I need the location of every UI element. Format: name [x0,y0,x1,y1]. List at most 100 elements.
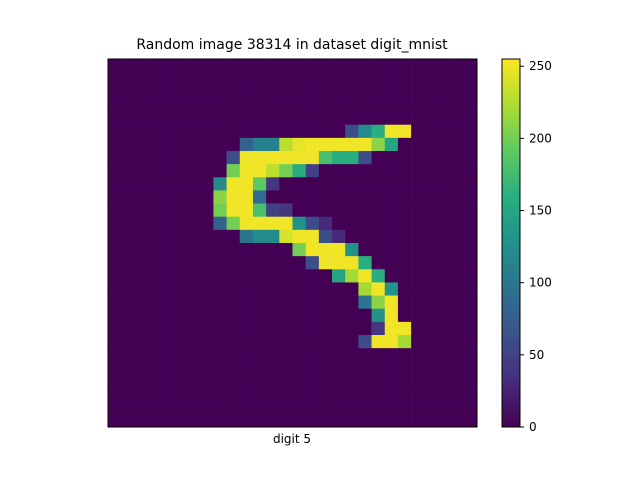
heatmap-cell [345,137,359,152]
heatmap-cell [226,59,241,73]
heatmap-cell [424,59,438,73]
heatmap-cell [358,111,372,126]
heatmap-cell [371,413,386,428]
heatmap-cell [424,85,438,99]
heatmap-cell [226,387,241,402]
heatmap-cell [239,361,254,375]
heatmap-cell [437,203,451,218]
heatmap-cell [160,72,175,86]
heatmap-cell [371,177,386,191]
heatmap-cell [134,137,148,152]
heatmap-cell [424,387,438,402]
heatmap-cell [332,282,346,296]
heatmap-cell [292,308,306,323]
heatmap-cell [200,308,214,323]
heatmap-cell [397,269,412,283]
heatmap-cell [305,413,320,428]
heatmap-cell [134,111,148,126]
heatmap-cell [332,216,346,231]
heatmap-cell [266,321,280,336]
heatmap-cell [463,85,478,99]
heatmap-cell [187,256,201,270]
heatmap-cell [358,413,372,428]
heatmap-cell [279,85,293,99]
heatmap-cell [463,348,478,362]
heatmap-cell [200,321,214,336]
heatmap-cell [239,348,254,362]
heatmap-cell [173,308,188,323]
heatmap-cell [463,164,478,178]
heatmap-cell [187,348,201,362]
heatmap-cell [226,164,241,178]
heatmap-cell [226,216,241,231]
heatmap-cell [292,295,306,310]
heatmap-cell [252,295,267,310]
heatmap-cell [279,151,293,165]
heatmap-cell [450,361,465,375]
heatmap-cell [134,98,148,112]
heatmap-cell [266,137,280,152]
heatmap-cell [134,216,148,231]
heatmap-cell [239,243,254,257]
heatmap-cell [239,111,254,126]
heatmap-cell [411,72,425,86]
heatmap-cell [147,98,162,112]
heatmap-cell [187,269,201,283]
heatmap-cell [463,295,478,310]
heatmap-cell [239,151,254,165]
colorbar-tick-label: 50 [529,348,544,362]
heatmap-cell [108,72,122,86]
heatmap-cell [226,203,241,218]
heatmap-cell [121,387,135,402]
heatmap-cell [358,282,372,296]
heatmap-cell [226,374,241,388]
heatmap-cell [397,243,412,257]
heatmap-cell [318,216,333,231]
heatmap-cell [450,243,465,257]
heatmap-cell [160,361,175,375]
heatmap-cell [134,295,148,310]
heatmap-cell [463,243,478,257]
heatmap-cell [463,124,478,139]
heatmap-cell [411,413,425,428]
heatmap-cell [173,243,188,257]
heatmap-cell [121,348,135,362]
heatmap-cell [463,203,478,218]
heatmap-cell [121,361,135,375]
heatmap-cell [411,282,425,296]
heatmap-cell [305,400,320,415]
heatmap-cell [371,374,386,388]
heatmap-cell [147,335,162,349]
heatmap-cell [266,308,280,323]
heatmap-cell [200,216,214,231]
heatmap-cell [437,190,451,204]
heatmap-cell [252,216,267,231]
heatmap-cell [437,413,451,428]
heatmap-cell [397,124,412,139]
heatmap-cell [305,72,320,86]
heatmap-cell [463,98,478,112]
heatmap-cell [437,269,451,283]
heatmap-cell [187,295,201,310]
heatmap-cell [213,361,227,375]
heatmap-cell [437,361,451,375]
heatmap-cell [292,59,306,73]
heatmap-cell [147,400,162,415]
heatmap-cell [411,321,425,336]
heatmap-cell [108,361,122,375]
heatmap-cell [318,85,333,99]
heatmap-cell [450,229,465,244]
heatmap-cell [332,361,346,375]
heatmap-cell [239,203,254,218]
heatmap-cell [134,321,148,336]
heatmap-cell [147,295,162,310]
heatmap-cell [147,190,162,204]
heatmap-cell [226,308,241,323]
heatmap-cell [266,269,280,283]
heatmap-cell [358,295,372,310]
heatmap-cell [305,177,320,191]
heatmap-cell [213,85,227,99]
heatmap-cell [239,269,254,283]
heatmap-cell [266,203,280,218]
heatmap-cell [147,85,162,99]
